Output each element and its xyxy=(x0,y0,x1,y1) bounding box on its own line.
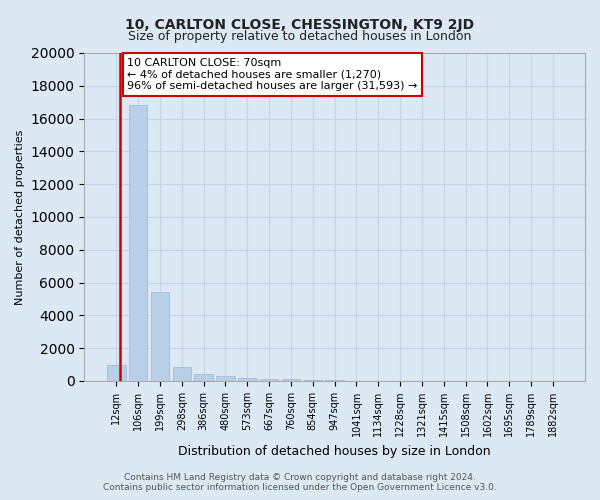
Text: 10 CARLTON CLOSE: 70sqm
← 4% of detached houses are smaller (1,270)
96% of semi-: 10 CARLTON CLOSE: 70sqm ← 4% of detached… xyxy=(127,58,418,91)
Text: 10, CARLTON CLOSE, CHESSINGTON, KT9 2JD: 10, CARLTON CLOSE, CHESSINGTON, KT9 2JD xyxy=(125,18,475,32)
Bar xyxy=(129,106,148,381)
Text: Size of property relative to detached houses in London: Size of property relative to detached ho… xyxy=(128,30,472,43)
Bar xyxy=(173,368,191,381)
Y-axis label: Number of detached properties: Number of detached properties xyxy=(15,130,25,304)
Bar xyxy=(238,378,257,381)
X-axis label: Distribution of detached houses by size in London: Distribution of detached houses by size … xyxy=(178,444,491,458)
Bar xyxy=(260,378,278,381)
Bar xyxy=(216,376,235,381)
Bar xyxy=(304,380,322,381)
Bar xyxy=(194,374,213,381)
Bar xyxy=(107,364,125,381)
Text: Contains HM Land Registry data © Crown copyright and database right 2024.
Contai: Contains HM Land Registry data © Crown c… xyxy=(103,473,497,492)
Bar xyxy=(151,292,169,381)
Bar xyxy=(281,380,300,381)
